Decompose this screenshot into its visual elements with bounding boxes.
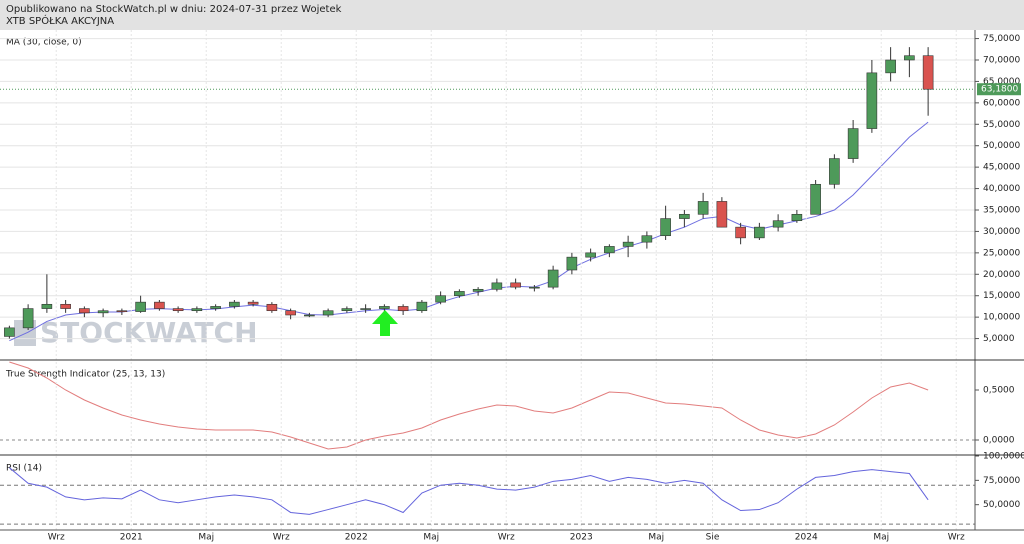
y-tick-label: 45,0000 bbox=[983, 163, 1020, 173]
candle-body bbox=[210, 306, 221, 309]
candle-body bbox=[529, 286, 540, 289]
header-line: XTB SPÓŁKA AKCYJNA bbox=[6, 14, 114, 27]
candle-body bbox=[641, 235, 653, 243]
candle-body bbox=[810, 183, 821, 215]
y-tick-label: 50,0000 bbox=[983, 141, 1020, 151]
candle-body bbox=[172, 308, 184, 312]
candle-body bbox=[754, 226, 765, 239]
y-tick-label: 35,0000 bbox=[983, 206, 1020, 216]
panel-title: RSI (14) bbox=[6, 464, 42, 474]
candle-body bbox=[360, 308, 371, 310]
candle-body bbox=[716, 201, 728, 228]
y-tick-label: 75,0000 bbox=[983, 476, 1020, 486]
candle-body bbox=[22, 308, 34, 329]
y-tick-label: 60,0000 bbox=[983, 98, 1020, 108]
candle-body bbox=[397, 306, 409, 312]
candle-body bbox=[866, 72, 878, 129]
candle-body bbox=[41, 303, 53, 309]
candle-body bbox=[79, 308, 90, 314]
watermark: STOCKWATCH bbox=[40, 316, 258, 349]
x-tick-label: 2021 bbox=[120, 533, 143, 543]
x-tick-label: Sie bbox=[706, 533, 720, 543]
candle-body bbox=[229, 301, 240, 307]
candle-body bbox=[660, 218, 671, 237]
y-tick-label: 0,5000 bbox=[983, 386, 1015, 396]
candle-body bbox=[416, 301, 428, 312]
panel-title: MA (30, close, 0) bbox=[6, 38, 82, 48]
y-tick-label: 15,0000 bbox=[983, 291, 1020, 301]
candle-body bbox=[135, 301, 146, 312]
candle-body bbox=[585, 252, 596, 258]
y-tick-label: 30,0000 bbox=[983, 227, 1020, 237]
candle-body bbox=[547, 269, 559, 288]
y-tick-label: 0,0000 bbox=[983, 436, 1015, 446]
candle-body bbox=[679, 213, 690, 219]
x-tick-label: Maj bbox=[873, 533, 889, 543]
candle-body bbox=[285, 310, 296, 316]
candle-body bbox=[247, 301, 259, 305]
candle-body bbox=[885, 59, 896, 74]
y-tick-label: 100,0000 bbox=[983, 452, 1024, 462]
y-tick-label: 75,0000 bbox=[983, 34, 1020, 44]
signal-arrow bbox=[372, 310, 398, 336]
candle-body bbox=[454, 291, 465, 297]
x-tick-label: Wrz bbox=[948, 533, 965, 543]
y-tick-label: 5,0000 bbox=[983, 334, 1015, 344]
last-price-label: 63,1800 bbox=[981, 85, 1018, 95]
candle-body bbox=[97, 310, 109, 314]
candle-body bbox=[735, 226, 746, 239]
candle-body bbox=[379, 306, 390, 309]
candle-body bbox=[154, 301, 165, 309]
x-tick-label: Maj bbox=[648, 533, 664, 543]
plot-layer: MA (30, close, 0) 5,0000 10,0000 15,0000 20,… bbox=[0, 30, 1024, 543]
y-tick-label: 20,0000 bbox=[983, 270, 1020, 280]
y-tick-label: 50,0000 bbox=[983, 500, 1020, 510]
x-tick-label: Wrz bbox=[498, 533, 515, 543]
header-bar bbox=[0, 0, 1024, 30]
x-tick-label: Maj bbox=[198, 533, 214, 543]
candle-body bbox=[904, 55, 915, 61]
panel-title: True Strength Indicator (25, 13, 13) bbox=[5, 370, 165, 380]
x-tick-label: Wrz bbox=[273, 533, 290, 543]
candle-body bbox=[4, 327, 15, 337]
candle-body bbox=[435, 295, 446, 303]
header-line: Opublikowano na StockWatch.pl w dniu: 20… bbox=[6, 4, 342, 15]
candle-body bbox=[191, 308, 203, 312]
y-tick-label: 10,0000 bbox=[983, 313, 1020, 323]
candle-body bbox=[304, 314, 315, 317]
series-line bbox=[9, 467, 929, 515]
y-tick-label: 25,0000 bbox=[983, 248, 1020, 258]
x-tick-label: 2022 bbox=[345, 533, 368, 543]
candle-body bbox=[322, 310, 334, 316]
candle-body bbox=[922, 55, 934, 90]
candle-body bbox=[772, 220, 784, 228]
y-tick-label: 65,0000 bbox=[983, 77, 1020, 87]
y-tick-label: 55,0000 bbox=[983, 120, 1020, 130]
y-tick-label: 40,0000 bbox=[983, 184, 1020, 194]
candle-body bbox=[791, 213, 803, 222]
x-tick-label: 2023 bbox=[570, 533, 593, 543]
last-price-box bbox=[977, 83, 1021, 96]
x-tick-label: Maj bbox=[423, 533, 439, 543]
candle-body bbox=[697, 201, 709, 215]
series-line bbox=[9, 361, 929, 450]
candle-body bbox=[472, 288, 484, 292]
watermark-group: STOCKWATCH bbox=[14, 316, 258, 349]
x-tick-label: Wrz bbox=[48, 533, 65, 543]
candle-body bbox=[622, 241, 634, 247]
candle-body bbox=[829, 158, 840, 185]
candle-body bbox=[604, 246, 615, 254]
candle-body bbox=[566, 256, 578, 271]
candle-body bbox=[60, 303, 71, 309]
y-tick-label: 70,0000 bbox=[983, 56, 1020, 66]
candle-body bbox=[266, 303, 278, 312]
x-tick-label: 2024 bbox=[795, 533, 818, 543]
candle-body bbox=[341, 308, 353, 312]
candle-body bbox=[491, 282, 503, 290]
candle-body bbox=[847, 128, 859, 159]
candle-body bbox=[116, 310, 128, 313]
candle-body bbox=[510, 282, 521, 288]
